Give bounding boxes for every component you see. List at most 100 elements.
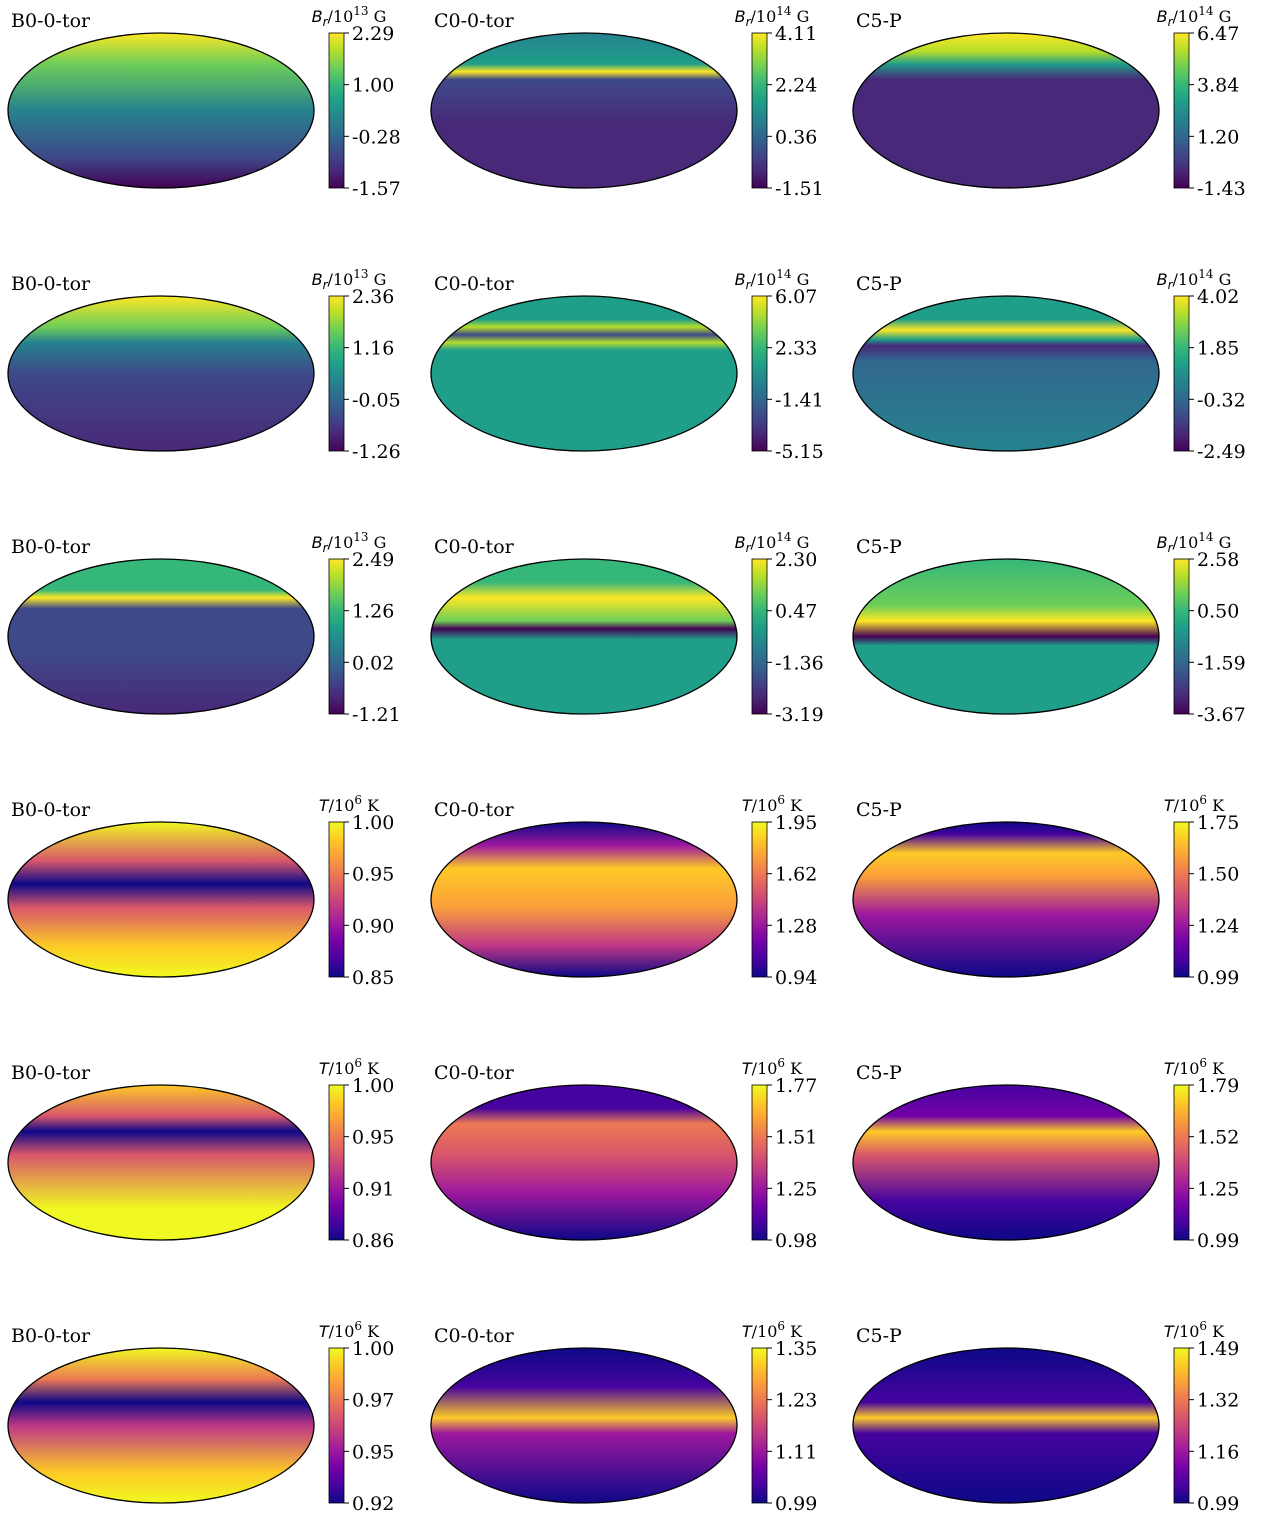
colorbar bbox=[751, 32, 768, 189]
mollweide-map bbox=[430, 295, 738, 452]
mollweide-map bbox=[852, 821, 1160, 978]
colorbar-title: T/106 K bbox=[742, 793, 803, 815]
colorbar-tick-label: -1.57 bbox=[352, 178, 401, 200]
colorbar-tick-label: 0.92 bbox=[352, 1493, 394, 1514]
colorbar-tick-label: 0.99 bbox=[1197, 1230, 1239, 1252]
colorbar-tick-label: -1.21 bbox=[352, 704, 401, 726]
map-panel: B0-0-tor T/106 K1.00 0.95 0.91 0.86 bbox=[7, 1056, 394, 1252]
colorbar-tick-label: -1.36 bbox=[775, 652, 824, 674]
colorbar bbox=[751, 295, 768, 452]
colorbar-tick-label: -1.51 bbox=[775, 178, 824, 200]
colorbar-tick-label: 1.26 bbox=[352, 601, 394, 623]
colorbar bbox=[328, 32, 345, 189]
colorbar-tick-label: 1.24 bbox=[1197, 915, 1239, 937]
panel-title: B0-0-tor bbox=[11, 1325, 91, 1347]
colorbar-tick-label: 1.25 bbox=[775, 1178, 817, 1200]
map-panel: B0-0-tor T/106 K1.00 0.95 0.90 0.85 bbox=[7, 793, 394, 989]
colorbar-tick-label: 0.86 bbox=[352, 1230, 394, 1252]
colorbar-tick-label: 0.99 bbox=[775, 1493, 817, 1514]
map-panel: C0-0-tor T/106 K1.95 1.62 1.28 0.94 bbox=[430, 793, 817, 989]
panel-title: B0-0-tor bbox=[11, 10, 91, 32]
colorbar-tick-label: 4.11 bbox=[775, 23, 817, 45]
panel-title: C0-0-tor bbox=[434, 536, 515, 558]
mollweide-map bbox=[7, 295, 315, 452]
colorbar bbox=[328, 1347, 345, 1504]
mollweide-map bbox=[430, 821, 738, 978]
mollweide-map bbox=[852, 1347, 1160, 1504]
colorbar-tick-label: -3.67 bbox=[1197, 704, 1246, 726]
colorbar-tick-label: 1.35 bbox=[775, 1338, 817, 1360]
mollweide-map bbox=[7, 558, 315, 715]
colorbar-tick-label: 0.90 bbox=[352, 915, 394, 937]
panel-title: C0-0-tor bbox=[434, 1325, 515, 1347]
colorbar-title: T/106 K bbox=[742, 1319, 803, 1341]
mollweide-map bbox=[852, 32, 1160, 189]
colorbar-tick-label: 1.00 bbox=[352, 1075, 394, 1097]
mollweide-map bbox=[430, 32, 738, 189]
panel-title: C5-P bbox=[856, 536, 902, 558]
colorbar-tick-label: 2.33 bbox=[775, 338, 817, 360]
colorbar-tick-label: -0.05 bbox=[352, 389, 401, 411]
colorbar-tick-label: 1.11 bbox=[775, 1441, 817, 1463]
colorbar-title: T/106 K bbox=[319, 1056, 380, 1078]
colorbar-tick-label: 1.75 bbox=[1197, 812, 1239, 834]
mollweide-map bbox=[852, 295, 1160, 452]
colorbar-tick-label: 0.95 bbox=[352, 1441, 394, 1463]
map-panel: C5-P Br/1014 G4.02 1.85 -0.32 -2.49 bbox=[852, 267, 1246, 463]
mollweide-map bbox=[7, 1347, 315, 1504]
colorbar-tick-label: 1.50 bbox=[1197, 864, 1239, 886]
colorbar-tick-label: 0.98 bbox=[775, 1230, 817, 1252]
colorbar-tick-label: 0.85 bbox=[352, 967, 394, 989]
colorbar bbox=[328, 295, 345, 452]
mollweide-map bbox=[7, 821, 315, 978]
colorbar-title: T/106 K bbox=[1164, 793, 1225, 815]
colorbar-tick-label: 1.00 bbox=[352, 812, 394, 834]
colorbar bbox=[751, 821, 768, 978]
colorbar-title: Br/1014 G bbox=[735, 267, 810, 292]
map-panel: C5-P Br/1014 G6.47 3.84 1.20 -1.43 bbox=[852, 4, 1246, 200]
colorbar-tick-label: -2.49 bbox=[1197, 441, 1246, 463]
colorbar bbox=[1173, 558, 1190, 715]
map-panel: B0-0-tor Br/1013 G2.29 1.00 -0.28 -1.57 bbox=[7, 4, 401, 200]
panel-title: C0-0-tor bbox=[434, 1062, 515, 1084]
colorbar-title: Br/1014 G bbox=[1157, 4, 1232, 29]
colorbar-tick-label: 4.02 bbox=[1197, 286, 1239, 308]
colorbar-tick-label: 0.02 bbox=[352, 652, 394, 674]
map-panel: C5-P T/106 K1.75 1.50 1.24 0.99 bbox=[852, 793, 1239, 989]
colorbar bbox=[1173, 821, 1190, 978]
colorbar-tick-label: 1.16 bbox=[1197, 1441, 1239, 1463]
map-panel: C5-P T/106 K1.79 1.52 1.25 0.99 bbox=[852, 1056, 1239, 1252]
colorbar-title: Br/1013 G bbox=[312, 530, 387, 555]
colorbar-tick-label: 2.49 bbox=[352, 549, 394, 571]
colorbar-tick-label: 2.24 bbox=[775, 75, 817, 97]
colorbar-tick-label: 1.16 bbox=[352, 338, 394, 360]
colorbar-tick-label: -3.19 bbox=[775, 704, 824, 726]
colorbar-tick-label: 1.52 bbox=[1197, 1127, 1239, 1149]
colorbar-tick-label: 0.91 bbox=[352, 1178, 394, 1200]
colorbar-title: Br/1013 G bbox=[312, 4, 387, 29]
map-panel: B0-0-tor Br/1013 G2.49 1.26 0.02 -1.21 bbox=[7, 530, 401, 726]
colorbar-tick-label: 1.00 bbox=[352, 75, 394, 97]
panel-title: C5-P bbox=[856, 1062, 902, 1084]
colorbar bbox=[1173, 295, 1190, 452]
map-panel: B0-0-tor T/106 K1.00 0.97 0.95 0.92 bbox=[7, 1319, 394, 1514]
colorbar-title: Br/1013 G bbox=[312, 267, 387, 292]
colorbar-title: T/106 K bbox=[742, 1056, 803, 1078]
colorbar-tick-label: -1.43 bbox=[1197, 178, 1246, 200]
colorbar-tick-label: 1.00 bbox=[352, 1338, 394, 1360]
colorbar-tick-label: 0.47 bbox=[775, 601, 817, 623]
colorbar-tick-label: 1.62 bbox=[775, 864, 817, 886]
colorbar-title: T/106 K bbox=[319, 1319, 380, 1341]
panel-title: C0-0-tor bbox=[434, 799, 515, 821]
colorbar-title: Br/1014 G bbox=[1157, 530, 1232, 555]
colorbar bbox=[1173, 1347, 1190, 1504]
map-panel: C0-0-tor T/106 K1.35 1.23 1.11 0.99 bbox=[430, 1319, 817, 1514]
colorbar bbox=[1173, 1084, 1190, 1241]
colorbar-tick-label: -5.15 bbox=[775, 441, 824, 463]
panel-title: B0-0-tor bbox=[11, 536, 91, 558]
colorbar-tick-label: 0.36 bbox=[775, 126, 817, 148]
mollweide-map bbox=[852, 558, 1160, 715]
colorbar-title: T/106 K bbox=[319, 793, 380, 815]
colorbar-tick-label: 1.51 bbox=[775, 1127, 817, 1149]
